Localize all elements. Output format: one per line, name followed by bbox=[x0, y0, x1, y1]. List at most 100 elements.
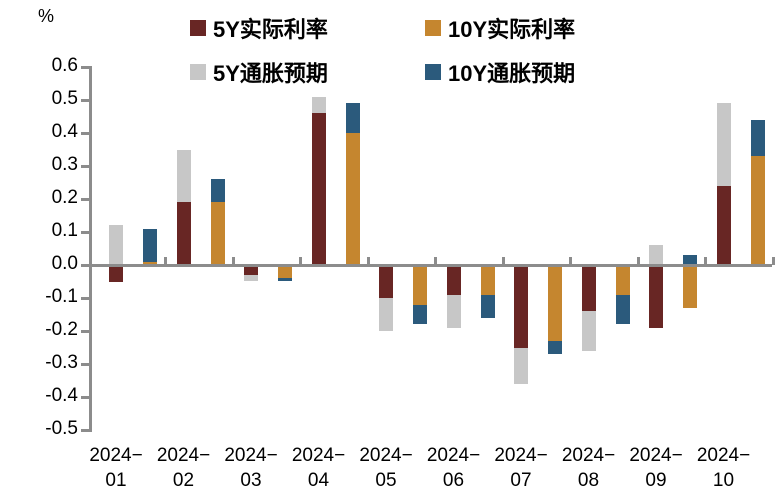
bar-segment bbox=[143, 261, 157, 265]
y-axis-tick-label: 0.0 bbox=[51, 253, 78, 274]
bar-segment bbox=[176, 149, 191, 203]
bar-segment bbox=[750, 119, 765, 157]
y-axis-unit-label: % bbox=[38, 6, 55, 26]
bar-segment bbox=[345, 133, 360, 265]
bar-segment bbox=[615, 294, 630, 325]
bar-segment bbox=[311, 96, 326, 114]
y-axis-tick bbox=[81, 429, 90, 432]
bar-segment bbox=[278, 265, 292, 279]
bar-segment bbox=[548, 340, 562, 355]
x-axis-tick bbox=[231, 257, 235, 265]
y-axis-tick-label: -0.4 bbox=[45, 385, 78, 406]
x-axis-tick-label: 2024− 03 bbox=[224, 445, 278, 491]
x-axis-tick bbox=[366, 257, 370, 265]
y-axis-tick-label: 0.4 bbox=[51, 121, 78, 142]
x-axis-tick bbox=[704, 257, 707, 265]
y-axis-tick-label: -0.5 bbox=[45, 418, 78, 439]
bar-segment bbox=[446, 294, 461, 328]
y-axis-tick-label: -0.1 bbox=[45, 286, 78, 307]
x-axis-tick-label: 2024− 10 bbox=[696, 445, 751, 491]
bar-segment bbox=[379, 298, 393, 331]
bar-segment bbox=[143, 228, 157, 262]
x-axis-tick bbox=[636, 257, 640, 265]
y-axis-tick bbox=[81, 264, 90, 267]
y-axis-tick bbox=[81, 363, 90, 366]
x-axis-tick bbox=[164, 257, 167, 265]
bar-segment bbox=[548, 265, 562, 341]
y-axis-tick bbox=[81, 198, 90, 201]
bar-segment bbox=[311, 113, 326, 265]
bar-segment bbox=[345, 103, 360, 133]
bar-segment bbox=[581, 311, 596, 351]
legend-item-10y-inflation-expectation: 10Y通胀预期 bbox=[425, 59, 576, 86]
bar-segment bbox=[413, 265, 427, 305]
x-axis-tick-label: 2024− 09 bbox=[629, 445, 683, 491]
legend-swatch-10y-real-rate bbox=[425, 20, 441, 36]
legend-swatch-5y-real-rate bbox=[190, 20, 206, 36]
x-axis-tick-label: 2024− 02 bbox=[156, 445, 211, 491]
y-axis-tick bbox=[81, 132, 90, 135]
y-axis-tick bbox=[81, 396, 90, 399]
legend-label-10y-inflation-expectation: 10Y通胀预期 bbox=[448, 61, 576, 86]
y-axis-tick-label: 0.1 bbox=[51, 220, 78, 241]
bar-segment bbox=[649, 265, 663, 328]
y-axis-tick-label: 0.2 bbox=[51, 187, 78, 208]
y-axis-tick bbox=[81, 66, 90, 69]
legend-label-5y-inflation-expectation: 5Y通胀预期 bbox=[213, 61, 328, 86]
y-axis-tick-label: 0.6 bbox=[51, 55, 78, 76]
bar-segment bbox=[716, 185, 731, 265]
bar-segment bbox=[109, 265, 123, 282]
legend-swatch-10y-inflation-expectation bbox=[425, 64, 441, 80]
bar-segment bbox=[750, 156, 765, 265]
bar-segment bbox=[176, 202, 191, 265]
y-axis-tick-label: -0.2 bbox=[45, 319, 78, 340]
x-axis-tick bbox=[501, 257, 505, 265]
y-axis-tick bbox=[81, 297, 90, 300]
y-axis-tick-label: 0.3 bbox=[51, 154, 78, 175]
bar-segment bbox=[413, 304, 427, 325]
y-axis-tick bbox=[81, 231, 90, 234]
legend-label-10y-real-rate: 10Y实际利率 bbox=[448, 17, 576, 42]
bar-segment bbox=[210, 179, 225, 203]
bar-segment bbox=[244, 274, 258, 282]
x-axis-tick bbox=[299, 257, 302, 265]
bar-segment bbox=[581, 265, 596, 312]
y-axis-tick-label: -0.3 bbox=[45, 352, 78, 373]
x-axis-tick-label: 2024− 08 bbox=[561, 445, 616, 491]
x-axis-tick-label: 2024− 06 bbox=[426, 445, 481, 491]
legend-item-5y-real-rate: 5Y实际利率 bbox=[190, 15, 328, 42]
x-axis-tick-label: 2024− 01 bbox=[89, 445, 143, 491]
bar-segment bbox=[446, 265, 461, 295]
x-axis-tick-label: 2024− 05 bbox=[359, 445, 413, 491]
bar-segment bbox=[109, 225, 123, 265]
y-axis-tick bbox=[81, 165, 90, 168]
bar-segment bbox=[480, 294, 495, 318]
bar-segment bbox=[615, 265, 630, 295]
bar-segment bbox=[278, 278, 292, 282]
x-axis-tick bbox=[434, 257, 437, 265]
legend-label-5y-real-rate: 5Y实际利率 bbox=[213, 17, 328, 42]
bar-segment bbox=[210, 202, 225, 265]
legend-item-10y-real-rate: 10Y实际利率 bbox=[425, 15, 576, 42]
bar-segment bbox=[683, 255, 697, 265]
y-axis-line bbox=[89, 66, 92, 432]
bar-segment bbox=[244, 265, 258, 275]
x-axis-tick-label: 2024− 07 bbox=[494, 445, 548, 491]
x-axis-tick bbox=[771, 257, 775, 265]
bar-segment bbox=[514, 265, 528, 348]
legend-item-5y-inflation-expectation: 5Y通胀预期 bbox=[190, 59, 328, 86]
bar-segment bbox=[683, 265, 697, 308]
bar-segment bbox=[716, 103, 731, 186]
bar-segment bbox=[480, 265, 495, 295]
x-axis-tick-label: 2024− 04 bbox=[291, 445, 346, 491]
y-axis-tick bbox=[81, 99, 90, 102]
y-axis-tick bbox=[81, 330, 90, 333]
x-axis-tick bbox=[569, 257, 572, 265]
bar-segment bbox=[379, 265, 393, 298]
bar-segment bbox=[514, 347, 528, 384]
x-axis-zero-line bbox=[89, 264, 772, 267]
legend-swatch-5y-inflation-expectation bbox=[190, 64, 206, 80]
y-axis-tick-label: 0.5 bbox=[51, 88, 78, 109]
bar-segment bbox=[649, 245, 663, 265]
